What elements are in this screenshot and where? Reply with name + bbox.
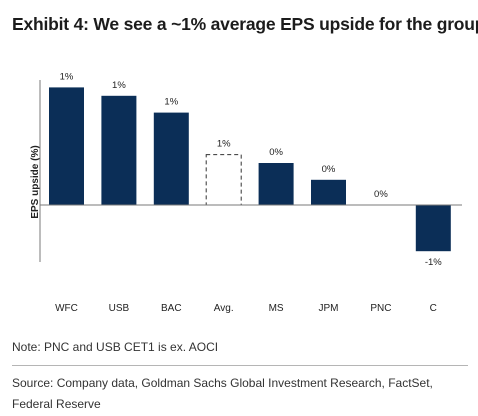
bar-c: [415, 205, 451, 252]
data-label: 0%: [374, 189, 388, 200]
bar-jpm: [311, 179, 346, 205]
x-tick-label: PNC: [370, 303, 391, 314]
bar-ms: [258, 163, 294, 205]
divider: [12, 365, 468, 366]
data-label: 1%: [164, 97, 178, 108]
bar-wfc: [49, 87, 84, 205]
data-label: 0%: [269, 147, 283, 158]
chart-note: Note: PNC and USB CET1 is ex. AOCI: [12, 340, 219, 354]
data-label: -1%: [425, 257, 442, 268]
y-axis-label: EPS upside (%): [30, 145, 41, 218]
data-label: 0%: [322, 164, 336, 175]
x-tick-label: JPM: [319, 303, 339, 314]
x-tick-label: BAC: [161, 303, 182, 314]
x-tick-label: C: [430, 303, 437, 314]
x-tick-label: WFC: [55, 303, 78, 314]
data-label: 1%: [112, 80, 126, 91]
x-tick-label: MS: [269, 303, 284, 314]
chart-title: Exhibit 4: We see a ~1% average EPS upsi…: [12, 14, 478, 34]
x-tick-label: USB: [109, 303, 130, 314]
bar-avg: [205, 154, 242, 206]
bar-bac: [153, 112, 189, 205]
bar-chart: EPS upside (%) 1% WFC 1% USB 1% BAC 1% Avg. 0% MS…: [30, 71, 462, 314]
data-label: 1%: [217, 139, 231, 150]
data-label: 1%: [60, 71, 74, 82]
source-text: Source: Company data, Goldman Sachs Glob…: [12, 376, 433, 411]
x-tick-label: Avg.: [214, 303, 234, 314]
bar-usb: [101, 95, 137, 205]
